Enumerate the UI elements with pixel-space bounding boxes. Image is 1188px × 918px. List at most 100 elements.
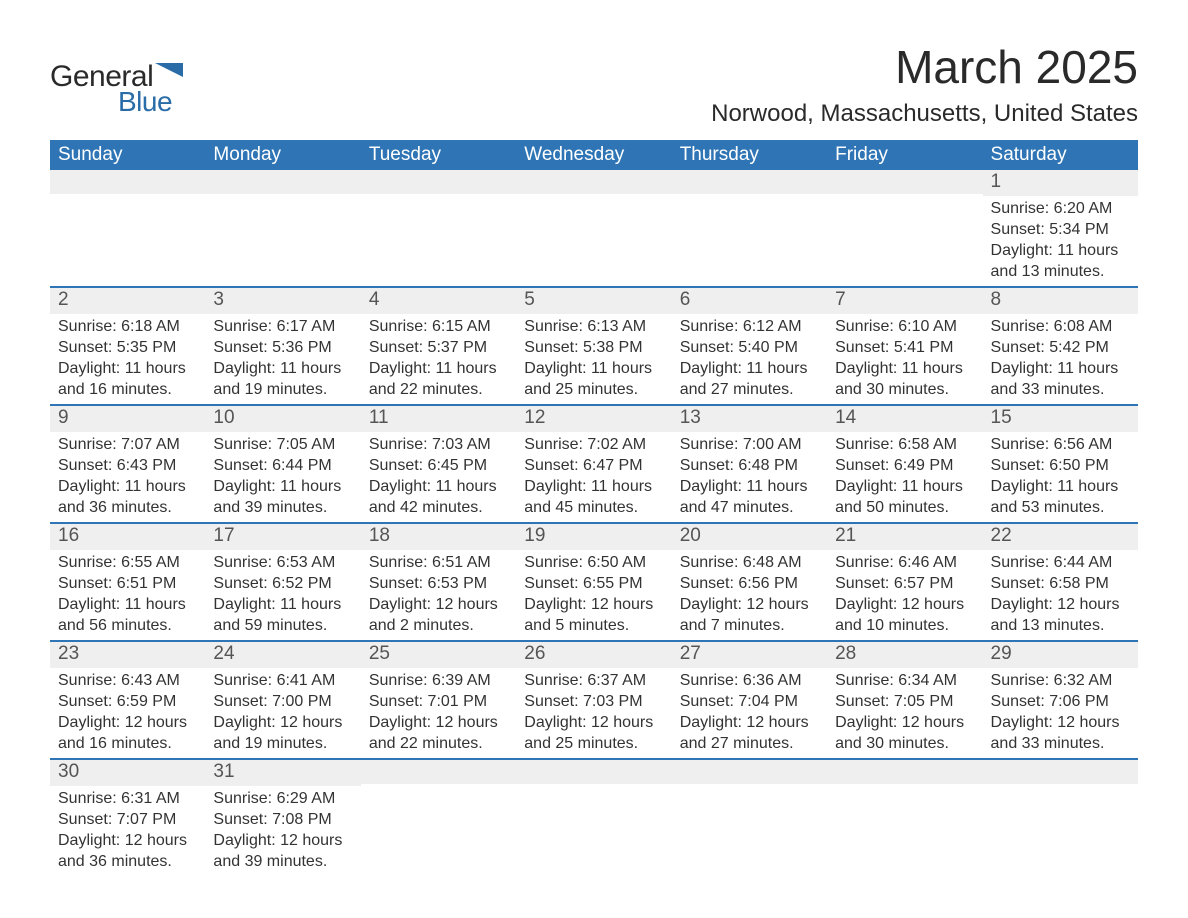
day-number: 16 xyxy=(50,524,205,550)
day-number: 22 xyxy=(983,524,1138,550)
sunrise-line: Sunrise: 6:39 AM xyxy=(369,670,508,691)
sunset-line: Sunset: 6:56 PM xyxy=(680,573,819,594)
sunrise-line: Sunrise: 6:46 AM xyxy=(835,552,974,573)
daylight-line: Daylight: 11 hours and 22 minutes. xyxy=(369,358,508,400)
sunrise-line: Sunrise: 6:12 AM xyxy=(680,316,819,337)
day-number: 23 xyxy=(50,642,205,668)
week-row: 16Sunrise: 6:55 AMSunset: 6:51 PMDayligh… xyxy=(50,522,1138,640)
day-cell xyxy=(827,760,982,876)
day-number xyxy=(827,760,982,784)
day-content: Sunrise: 6:29 AMSunset: 7:08 PMDaylight:… xyxy=(205,786,360,876)
sunrise-line: Sunrise: 6:36 AM xyxy=(680,670,819,691)
sunset-line: Sunset: 5:40 PM xyxy=(680,337,819,358)
sunrise-line: Sunrise: 6:37 AM xyxy=(524,670,663,691)
day-number: 12 xyxy=(516,406,671,432)
day-number: 18 xyxy=(361,524,516,550)
daylight-line: Daylight: 11 hours and 16 minutes. xyxy=(58,358,197,400)
day-number xyxy=(361,760,516,784)
daylight-line: Daylight: 11 hours and 25 minutes. xyxy=(524,358,663,400)
day-content: Sunrise: 6:58 AMSunset: 6:49 PMDaylight:… xyxy=(827,432,982,522)
day-number: 3 xyxy=(205,288,360,314)
week-row: 9Sunrise: 7:07 AMSunset: 6:43 PMDaylight… xyxy=(50,404,1138,522)
day-cell: 11Sunrise: 7:03 AMSunset: 6:45 PMDayligh… xyxy=(361,406,516,522)
daylight-line: Daylight: 11 hours and 33 minutes. xyxy=(991,358,1130,400)
daylight-line: Daylight: 12 hours and 36 minutes. xyxy=(58,830,197,872)
day-cell: 5Sunrise: 6:13 AMSunset: 5:38 PMDaylight… xyxy=(516,288,671,404)
sunrise-line: Sunrise: 7:05 AM xyxy=(213,434,352,455)
day-number xyxy=(516,760,671,784)
day-cell: 24Sunrise: 6:41 AMSunset: 7:00 PMDayligh… xyxy=(205,642,360,758)
daylight-line: Daylight: 11 hours and 59 minutes. xyxy=(213,594,352,636)
day-content: Sunrise: 7:03 AMSunset: 6:45 PMDaylight:… xyxy=(361,432,516,522)
sunset-line: Sunset: 6:44 PM xyxy=(213,455,352,476)
day-number: 4 xyxy=(361,288,516,314)
flag-icon xyxy=(155,63,183,83)
day-number: 6 xyxy=(672,288,827,314)
weekday-header: Wednesday xyxy=(516,140,671,170)
day-number: 24 xyxy=(205,642,360,668)
sunset-line: Sunset: 5:34 PM xyxy=(991,219,1130,240)
daylight-line: Daylight: 11 hours and 50 minutes. xyxy=(835,476,974,518)
weekday-header: Friday xyxy=(827,140,982,170)
daylight-line: Daylight: 11 hours and 27 minutes. xyxy=(680,358,819,400)
title-block: March 2025 Norwood, Massachusetts, Unite… xyxy=(711,40,1138,128)
day-cell: 22Sunrise: 6:44 AMSunset: 6:58 PMDayligh… xyxy=(983,524,1138,640)
day-cell xyxy=(827,170,982,286)
sunset-line: Sunset: 5:38 PM xyxy=(524,337,663,358)
day-content: Sunrise: 6:55 AMSunset: 6:51 PMDaylight:… xyxy=(50,550,205,640)
day-content: Sunrise: 6:10 AMSunset: 5:41 PMDaylight:… xyxy=(827,314,982,404)
day-content: Sunrise: 6:15 AMSunset: 5:37 PMDaylight:… xyxy=(361,314,516,404)
day-cell: 28Sunrise: 6:34 AMSunset: 7:05 PMDayligh… xyxy=(827,642,982,758)
day-number: 7 xyxy=(827,288,982,314)
sunset-line: Sunset: 7:06 PM xyxy=(991,691,1130,712)
weekday-header: Tuesday xyxy=(361,140,516,170)
week-row: 1Sunrise: 6:20 AMSunset: 5:34 PMDaylight… xyxy=(50,170,1138,286)
day-cell: 10Sunrise: 7:05 AMSunset: 6:44 PMDayligh… xyxy=(205,406,360,522)
day-cell: 7Sunrise: 6:10 AMSunset: 5:41 PMDaylight… xyxy=(827,288,982,404)
weekday-header: Sunday xyxy=(50,140,205,170)
day-cell xyxy=(672,170,827,286)
day-cell: 27Sunrise: 6:36 AMSunset: 7:04 PMDayligh… xyxy=(672,642,827,758)
sunrise-line: Sunrise: 7:07 AM xyxy=(58,434,197,455)
day-content: Sunrise: 6:43 AMSunset: 6:59 PMDaylight:… xyxy=(50,668,205,758)
sunrise-line: Sunrise: 6:55 AM xyxy=(58,552,197,573)
sunset-line: Sunset: 7:01 PM xyxy=(369,691,508,712)
title-location: Norwood, Massachusetts, United States xyxy=(711,100,1138,128)
day-cell: 3Sunrise: 6:17 AMSunset: 5:36 PMDaylight… xyxy=(205,288,360,404)
sunrise-line: Sunrise: 6:51 AM xyxy=(369,552,508,573)
day-cell: 19Sunrise: 6:50 AMSunset: 6:55 PMDayligh… xyxy=(516,524,671,640)
day-cell xyxy=(361,760,516,876)
day-cell: 21Sunrise: 6:46 AMSunset: 6:57 PMDayligh… xyxy=(827,524,982,640)
sunset-line: Sunset: 6:58 PM xyxy=(991,573,1130,594)
sunset-line: Sunset: 6:55 PM xyxy=(524,573,663,594)
day-cell: 6Sunrise: 6:12 AMSunset: 5:40 PMDaylight… xyxy=(672,288,827,404)
day-cell: 13Sunrise: 7:00 AMSunset: 6:48 PMDayligh… xyxy=(672,406,827,522)
sunset-line: Sunset: 6:57 PM xyxy=(835,573,974,594)
day-cell: 17Sunrise: 6:53 AMSunset: 6:52 PMDayligh… xyxy=(205,524,360,640)
header: General Blue March 2025 Norwood, Massach… xyxy=(50,40,1138,128)
day-cell: 20Sunrise: 6:48 AMSunset: 6:56 PMDayligh… xyxy=(672,524,827,640)
day-number: 13 xyxy=(672,406,827,432)
sunrise-line: Sunrise: 6:58 AM xyxy=(835,434,974,455)
day-number xyxy=(827,170,982,194)
daylight-line: Daylight: 12 hours and 25 minutes. xyxy=(524,712,663,754)
day-number xyxy=(516,170,671,194)
daylight-line: Daylight: 11 hours and 56 minutes. xyxy=(58,594,197,636)
day-content: Sunrise: 6:37 AMSunset: 7:03 PMDaylight:… xyxy=(516,668,671,758)
day-cell: 8Sunrise: 6:08 AMSunset: 5:42 PMDaylight… xyxy=(983,288,1138,404)
day-content: Sunrise: 6:39 AMSunset: 7:01 PMDaylight:… xyxy=(361,668,516,758)
sunrise-line: Sunrise: 7:03 AM xyxy=(369,434,508,455)
sunrise-line: Sunrise: 6:41 AM xyxy=(213,670,352,691)
day-content: Sunrise: 6:46 AMSunset: 6:57 PMDaylight:… xyxy=(827,550,982,640)
day-number: 25 xyxy=(361,642,516,668)
logo: General Blue xyxy=(50,40,183,118)
day-number xyxy=(672,170,827,194)
daylight-line: Daylight: 11 hours and 39 minutes. xyxy=(213,476,352,518)
daylight-line: Daylight: 12 hours and 2 minutes. xyxy=(369,594,508,636)
daylight-line: Daylight: 12 hours and 39 minutes. xyxy=(213,830,352,872)
sunset-line: Sunset: 6:43 PM xyxy=(58,455,197,476)
day-cell: 1Sunrise: 6:20 AMSunset: 5:34 PMDaylight… xyxy=(983,170,1138,286)
day-content: Sunrise: 6:17 AMSunset: 5:36 PMDaylight:… xyxy=(205,314,360,404)
weeks-container: 1Sunrise: 6:20 AMSunset: 5:34 PMDaylight… xyxy=(50,170,1138,876)
sunrise-line: Sunrise: 6:34 AM xyxy=(835,670,974,691)
